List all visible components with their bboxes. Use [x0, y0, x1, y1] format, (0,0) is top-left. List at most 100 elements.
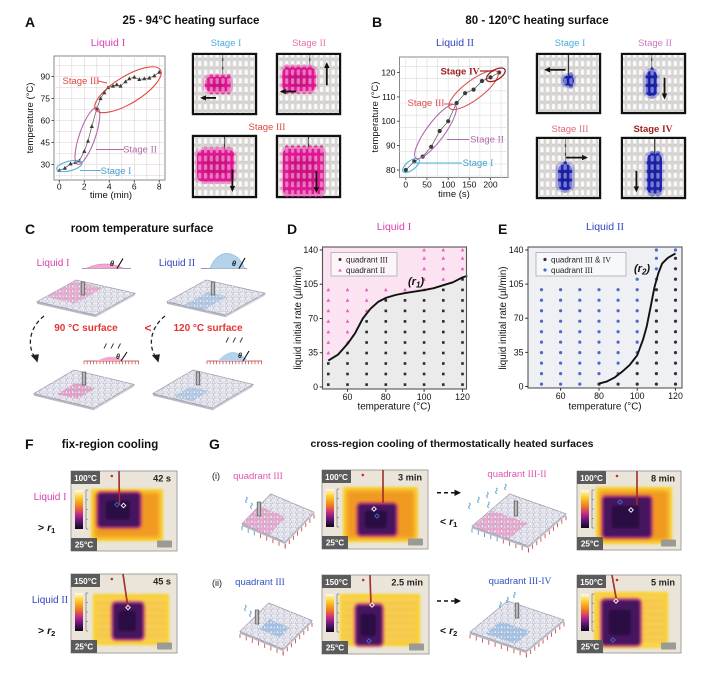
svg-text:θ: θ: [238, 353, 242, 360]
svg-text:120: 120: [455, 392, 470, 402]
svg-text:> r2: > r2: [38, 625, 55, 638]
svg-text:quadrant III: quadrant III: [346, 256, 388, 265]
svg-text:Stage III: Stage III: [408, 98, 445, 109]
svg-text:liquid initial rate (µl/min): liquid initial rate (µl/min): [498, 266, 509, 369]
svg-text:Stage II: Stage II: [123, 145, 157, 156]
svg-text:100: 100: [441, 180, 455, 190]
svg-text:liquid initial rate (µl/min): liquid initial rate (µl/min): [293, 266, 304, 369]
svg-text:quadrant III: quadrant III: [551, 266, 593, 275]
svg-text:150°C: 150°C: [74, 577, 97, 586]
svg-text:2.5 min: 2.5 min: [391, 578, 423, 588]
svg-text:140: 140: [509, 245, 524, 255]
svg-text:Stage I: Stage I: [211, 38, 242, 49]
svg-text:temperature (°C): temperature (°C): [568, 402, 641, 413]
svg-text:Liquid II: Liquid II: [32, 595, 68, 606]
svg-text:quadrant III & IV: quadrant III & IV: [551, 256, 611, 265]
svg-text:temperature (°C): temperature (°C): [370, 82, 381, 153]
svg-text:105: 105: [509, 279, 524, 289]
svg-text:Liquid II: Liquid II: [586, 221, 624, 233]
svg-text:time (s): time (s): [438, 189, 470, 200]
svg-text:temperature (°C): temperature (°C): [25, 83, 36, 154]
svg-text:100°C: 100°C: [325, 473, 348, 482]
svg-text:θ: θ: [232, 259, 237, 268]
svg-text:110: 110: [382, 92, 396, 102]
svg-text:2: 2: [82, 182, 87, 192]
svg-text:Stage II: Stage II: [638, 38, 672, 49]
svg-text:time (min): time (min): [90, 190, 132, 201]
svg-text:quadrant III: quadrant III: [233, 471, 283, 482]
svg-text:70: 70: [308, 314, 318, 324]
svg-text:25°C: 25°C: [581, 643, 599, 652]
svg-text:60: 60: [343, 392, 353, 402]
svg-text:8: 8: [157, 182, 162, 192]
svg-text:80 - 120°C heating surface: 80 - 120°C heating surface: [465, 15, 608, 27]
svg-text:25°C: 25°C: [75, 643, 93, 652]
svg-text:Stage I: Stage I: [463, 158, 494, 169]
svg-text:E: E: [498, 221, 507, 237]
svg-text:6: 6: [132, 182, 137, 192]
svg-text:100: 100: [381, 116, 395, 126]
svg-text:90 °C surface: 90 °C surface: [54, 323, 118, 334]
svg-text:5 min: 5 min: [651, 578, 675, 588]
svg-text:42 s: 42 s: [153, 474, 171, 484]
svg-text:0: 0: [313, 382, 318, 392]
svg-text:90: 90: [386, 141, 396, 151]
svg-text:25 - 94°C heating surface: 25 - 94°C heating surface: [123, 15, 260, 27]
svg-text:cross-region cooling of thermo: cross-region cooling of thermostatically…: [311, 438, 594, 450]
svg-text:0: 0: [403, 180, 408, 190]
svg-text:75: 75: [41, 94, 51, 104]
svg-text:< r1: < r1: [440, 516, 457, 529]
svg-text:80: 80: [594, 391, 604, 401]
svg-text:8 min: 8 min: [651, 474, 675, 484]
svg-text:(i): (i): [212, 471, 220, 481]
svg-text:25°C: 25°C: [581, 540, 599, 549]
svg-text:Liquid I: Liquid I: [37, 258, 70, 269]
svg-text:4: 4: [107, 182, 112, 192]
svg-text:Liquid I: Liquid I: [91, 37, 126, 49]
svg-text:120: 120: [668, 391, 683, 401]
svg-text:Stage III: Stage III: [249, 122, 286, 133]
svg-text:B: B: [372, 14, 382, 30]
svg-text:(ii): (ii): [212, 578, 222, 588]
svg-text:quadrant III: quadrant III: [235, 577, 285, 588]
svg-text:120 °C surface: 120 °C surface: [173, 323, 242, 334]
svg-text:<: <: [144, 321, 151, 335]
svg-text:quadrant II: quadrant II: [346, 266, 385, 275]
svg-text:< r2: < r2: [440, 625, 457, 638]
svg-text:Stage II: Stage II: [292, 38, 326, 49]
svg-text:150°C: 150°C: [325, 578, 348, 587]
svg-text:25°C: 25°C: [326, 539, 344, 548]
svg-text:Liquid I: Liquid I: [377, 221, 412, 233]
svg-text:Stage II: Stage II: [470, 135, 504, 146]
svg-text:Stage III: Stage III: [552, 124, 589, 135]
svg-text:θ: θ: [110, 259, 115, 268]
svg-text:(r2): (r2): [634, 263, 650, 277]
svg-text:G: G: [209, 436, 220, 452]
svg-text:25°C: 25°C: [75, 541, 93, 550]
svg-text:100°C: 100°C: [74, 474, 97, 483]
svg-text:90: 90: [41, 72, 51, 82]
svg-text:quadrant III-II: quadrant III-II: [487, 469, 546, 480]
svg-text:150: 150: [462, 180, 476, 190]
svg-text:D: D: [287, 221, 297, 237]
svg-text:Stage I: Stage I: [555, 38, 586, 49]
svg-text:A: A: [25, 14, 35, 30]
svg-text:140: 140: [303, 245, 318, 255]
svg-text:105: 105: [303, 279, 318, 289]
svg-text:Liquid I: Liquid I: [34, 492, 67, 503]
svg-text:25°C: 25°C: [326, 644, 344, 653]
svg-text:F: F: [25, 436, 34, 452]
svg-text:fix-region cooling: fix-region cooling: [62, 439, 158, 451]
svg-text:Stage IV: Stage IV: [440, 67, 479, 78]
svg-text:> r1: > r1: [38, 522, 55, 535]
svg-text:60: 60: [556, 391, 566, 401]
svg-text:150°C: 150°C: [580, 578, 603, 587]
svg-text:0: 0: [519, 382, 524, 392]
svg-text:100: 100: [417, 392, 432, 402]
svg-text:35: 35: [514, 347, 524, 357]
svg-text:Liquid II: Liquid II: [159, 258, 195, 269]
svg-text:70: 70: [514, 313, 524, 323]
svg-text:0: 0: [57, 182, 62, 192]
svg-text:35: 35: [308, 348, 318, 358]
svg-text:30: 30: [41, 160, 51, 170]
